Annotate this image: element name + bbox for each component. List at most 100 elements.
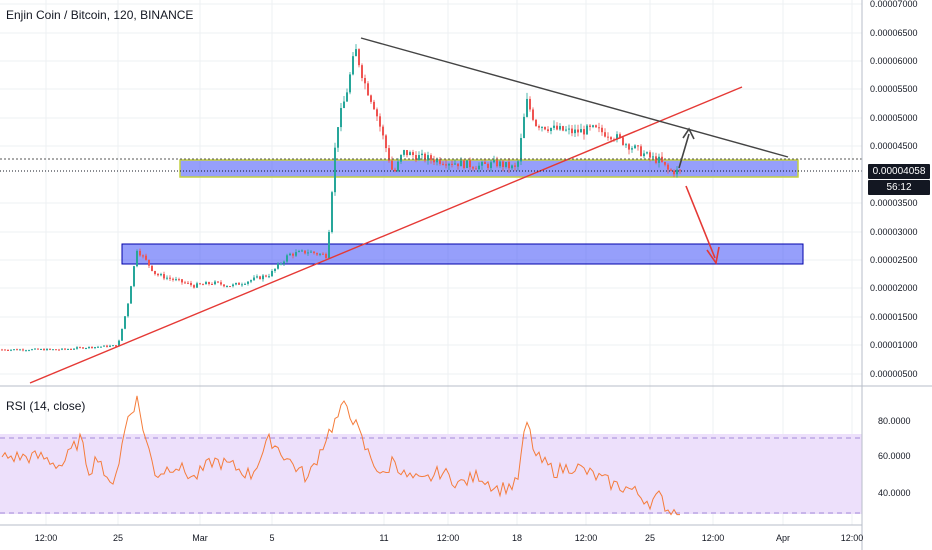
candle-body [445, 164, 447, 166]
candle-body [223, 284, 225, 287]
candle-body [319, 253, 321, 255]
arrow-down[interactable] [685, 185, 716, 259]
candle-body [238, 282, 240, 285]
price-tick-label: 0.00001000 [870, 340, 918, 350]
candle-body [190, 282, 192, 286]
candle-body [421, 153, 423, 156]
candle-body [526, 98, 528, 117]
candle-body [148, 259, 150, 266]
candle-body [304, 250, 306, 254]
candle-body [76, 347, 78, 349]
support-zone-lower[interactable] [121, 243, 804, 265]
candle-body [136, 250, 138, 267]
candle-body [19, 349, 21, 351]
candle-body [28, 350, 30, 352]
candle-body [523, 116, 525, 139]
price-tick-label: 0.00001500 [870, 312, 918, 322]
candle-body [37, 348, 39, 350]
candle-body [643, 153, 645, 157]
candle-body [124, 316, 126, 329]
candle-body [13, 349, 15, 351]
candle-body [574, 129, 576, 134]
candle-body [388, 148, 390, 161]
candle-body [229, 286, 231, 288]
candle-body [58, 349, 60, 351]
candle-body [142, 255, 144, 257]
candle-body [31, 349, 33, 351]
time-axis[interactable]: 12:00 25 Mar 5 11 12:00 18 12:00 25 12:00 Apr 12:00 [35, 533, 864, 543]
support-zone-upper[interactable] [179, 159, 799, 178]
candle-body [349, 74, 351, 93]
current-price-label: 0.00004058 [868, 164, 930, 179]
time-tick-label: 25 [113, 533, 123, 543]
candle-body [307, 252, 309, 254]
candle-body [487, 163, 489, 168]
candle-body [82, 347, 84, 349]
candle-body [331, 192, 333, 233]
candle-body [208, 282, 210, 284]
candle-body [328, 232, 330, 258]
candle-body [253, 277, 255, 281]
candle-body [367, 83, 369, 96]
rsi-title: RSI (14, close) [6, 399, 86, 413]
candle-body [115, 345, 117, 347]
candle-body [622, 137, 624, 145]
candle-body [571, 128, 573, 134]
candle-body [16, 349, 18, 351]
candle-body [337, 127, 339, 148]
candle-body [610, 137, 612, 140]
candle-body [451, 163, 453, 165]
candle-body [73, 348, 75, 350]
trendline-up[interactable] [29, 86, 743, 384]
candle-body [376, 109, 378, 117]
candle-body [403, 150, 405, 155]
candle-body [40, 349, 42, 351]
candle-body [430, 155, 432, 160]
candle-body [628, 144, 630, 150]
candle-body [154, 270, 156, 274]
candle-body [382, 126, 384, 136]
arrow-down-head [706, 246, 720, 266]
trendline-down[interactable] [360, 37, 789, 158]
candle-body [670, 169, 672, 171]
candle-body [187, 282, 189, 284]
rsi-axis[interactable]: 80.0000 60.0000 40.0000 [878, 416, 911, 498]
candle-body [166, 277, 168, 279]
candle-body [655, 156, 657, 163]
arrow-up[interactable] [678, 133, 690, 169]
candle-body [241, 284, 243, 286]
candle-body [397, 161, 399, 172]
candle-body [55, 349, 57, 351]
candle-body [181, 279, 183, 283]
price-axis[interactable]: 0.00007000 0.00006500 0.00006000 0.00005500… [870, 0, 918, 379]
candle-body [7, 349, 9, 351]
candle-body [121, 328, 123, 341]
time-tick-label: 12:00 [575, 533, 598, 543]
candle-body [649, 152, 651, 158]
candle-body [550, 127, 552, 132]
candle-body [217, 281, 219, 283]
candle-body [163, 274, 165, 279]
candle-body [463, 160, 465, 169]
candle-body [340, 108, 342, 128]
rsi-tick-label: 40.0000 [878, 488, 911, 498]
candle-body [151, 265, 153, 271]
candle-body [640, 146, 642, 157]
candle-body [88, 346, 90, 349]
candle-body [502, 161, 504, 167]
candle-body [10, 349, 12, 351]
candle-body [325, 253, 327, 258]
candle-body [271, 270, 273, 277]
candle-body [442, 163, 444, 165]
candle-body [634, 145, 636, 149]
candle-body [652, 156, 654, 158]
candle-body [418, 155, 420, 161]
candle-body [562, 126, 564, 131]
candle-body [469, 160, 471, 168]
candle-body [529, 98, 531, 110]
candle-body [595, 125, 597, 128]
candle-body [175, 279, 177, 281]
candle-body [583, 129, 585, 135]
candle-body [631, 148, 633, 150]
